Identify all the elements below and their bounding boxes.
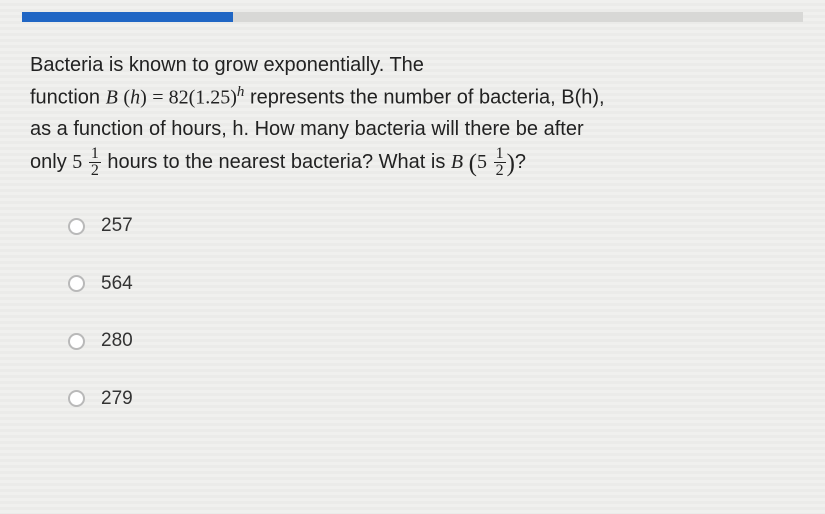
progress-fill — [22, 12, 233, 22]
fn-var: h — [130, 87, 140, 109]
option-row[interactable]: 279 — [68, 384, 795, 413]
option-row[interactable]: 280 — [68, 326, 795, 355]
q-line4-mid: hours to the nearest bacteria? What is — [107, 151, 451, 173]
fn-letter: B — [106, 87, 118, 109]
progress-bar — [22, 12, 803, 22]
eq-const: 82 — [169, 87, 189, 109]
q-line4-pre: only — [30, 151, 72, 173]
option-row[interactable]: 564 — [68, 269, 795, 298]
time-whole: 5 — [72, 151, 82, 173]
radio-icon[interactable] — [68, 275, 85, 292]
radio-icon[interactable] — [68, 333, 85, 350]
frac-den-2: 2 — [494, 163, 506, 179]
q-mark: ? — [515, 151, 526, 173]
paren-close-2: ) — [230, 87, 237, 109]
equals: = — [152, 87, 168, 109]
arg-whole: 5 — [477, 151, 487, 173]
fn-letter-2: B — [451, 151, 463, 173]
radio-icon[interactable] — [68, 218, 85, 235]
question-container: Bacteria is known to grow exponentially.… — [0, 22, 825, 413]
q-line2-pre: function — [30, 87, 106, 109]
frac-num-2: 1 — [494, 146, 506, 163]
options-list: 257 564 280 279 — [30, 211, 795, 413]
exponent: h — [237, 84, 245, 100]
option-label: 279 — [101, 384, 133, 413]
arg-frac: 12 — [494, 146, 506, 179]
bigparen-close: ) — [507, 150, 515, 177]
frac-num: 1 — [89, 146, 101, 163]
q-line3: as a function of hours, h. How many bact… — [30, 118, 584, 140]
question-text: Bacteria is known to grow exponentially.… — [30, 50, 795, 183]
time-frac: 12 — [89, 146, 101, 179]
radio-icon[interactable] — [68, 390, 85, 407]
q-intro: Bacteria is known to grow exponentially.… — [30, 54, 424, 76]
eq-base: 1.25 — [195, 87, 230, 109]
frac-den: 2 — [89, 163, 101, 179]
option-label: 280 — [101, 326, 133, 355]
option-label: 257 — [101, 211, 133, 240]
bigparen-open: ( — [469, 150, 477, 177]
option-label: 564 — [101, 269, 133, 298]
option-row[interactable]: 257 — [68, 211, 795, 240]
q-line2-post: represents the number of bacteria, B(h), — [250, 87, 605, 109]
paren-close: ) — [140, 87, 147, 109]
